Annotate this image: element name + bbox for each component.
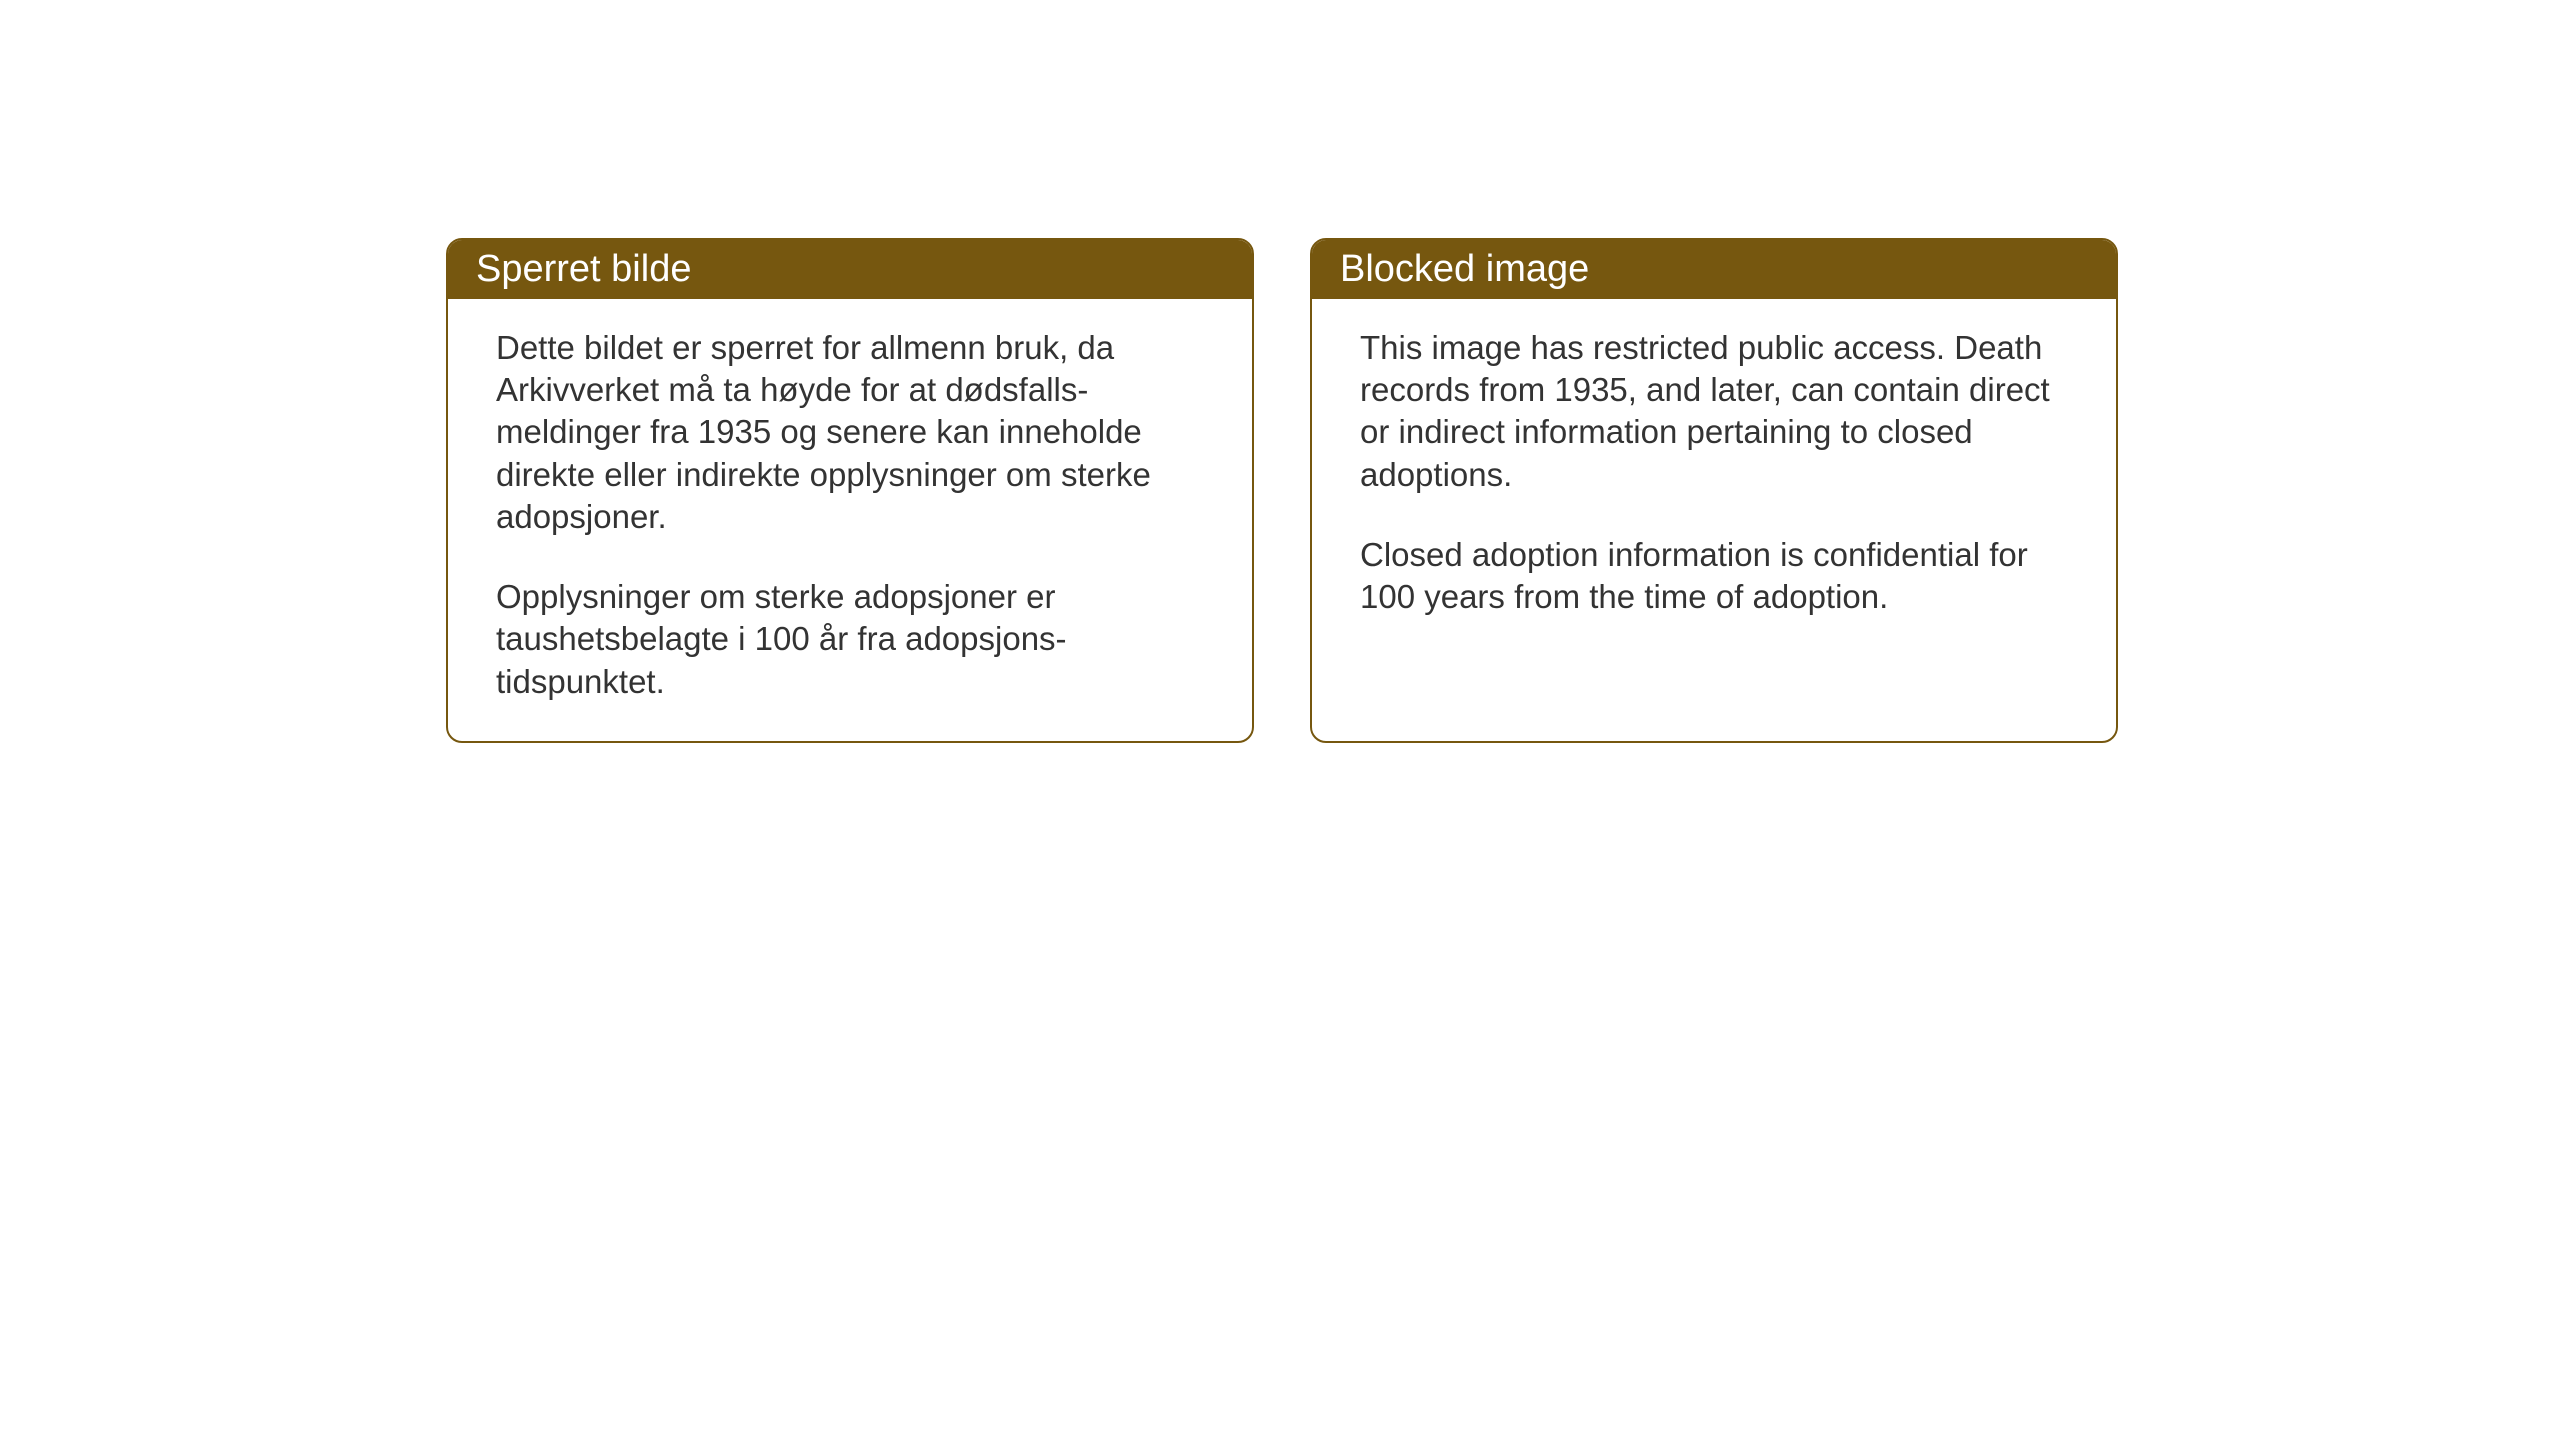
card-header-norwegian: Sperret bilde bbox=[448, 240, 1252, 299]
info-card-english: Blocked image This image has restricted … bbox=[1310, 238, 2118, 743]
cards-container: Sperret bilde Dette bildet er sperret fo… bbox=[446, 238, 2560, 743]
card-paragraph-english-2: Closed adoption information is confident… bbox=[1360, 534, 2068, 618]
card-body-norwegian: Dette bildet er sperret for allmenn bruk… bbox=[448, 299, 1252, 741]
info-card-norwegian: Sperret bilde Dette bildet er sperret fo… bbox=[446, 238, 1254, 743]
card-paragraph-norwegian-2: Opplysninger om sterke adopsjoner er tau… bbox=[496, 576, 1204, 703]
card-title-english: Blocked image bbox=[1340, 248, 1589, 290]
card-title-norwegian: Sperret bilde bbox=[476, 248, 691, 290]
card-paragraph-english-1: This image has restricted public access.… bbox=[1360, 327, 2068, 496]
card-body-english: This image has restricted public access.… bbox=[1312, 299, 2116, 656]
card-header-english: Blocked image bbox=[1312, 240, 2116, 299]
card-paragraph-norwegian-1: Dette bildet er sperret for allmenn bruk… bbox=[496, 327, 1204, 538]
